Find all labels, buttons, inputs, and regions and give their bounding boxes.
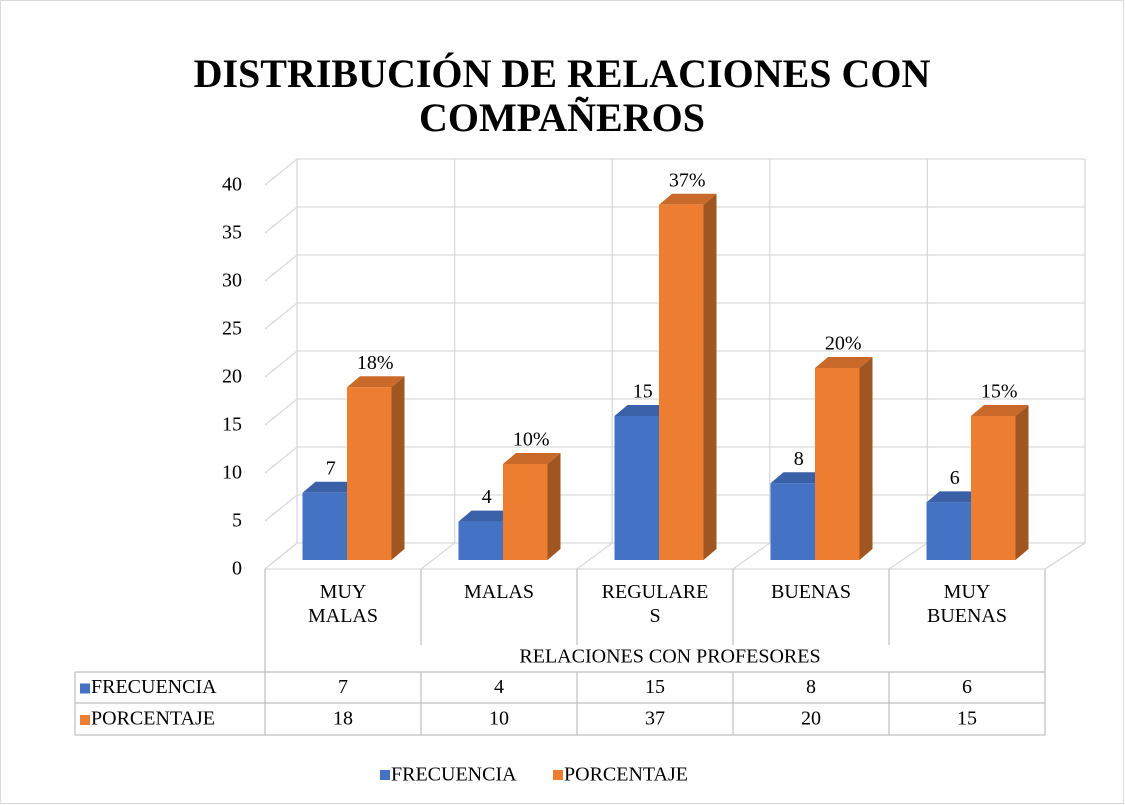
bar-top [770, 472, 828, 484]
bar-top [503, 453, 561, 464]
category-box: REGULARES [601, 581, 709, 627]
floor-line [576, 542, 613, 570]
bar [347, 387, 392, 560]
bar-side [391, 376, 405, 560]
bar [926, 502, 971, 560]
x-tick-label: MUY MALAS [307, 581, 378, 627]
table-cell: 7 [338, 676, 348, 698]
legend-label: PORCENTAJE [564, 764, 688, 786]
data-label: 18% [357, 352, 394, 374]
bar-side [1015, 405, 1029, 560]
x-tick-label: REGULARES [601, 581, 709, 627]
bar-top [302, 481, 360, 493]
bar-side [859, 357, 873, 560]
y-tick-label: 25 [222, 318, 242, 340]
data-label: 8 [794, 448, 804, 470]
legend-key [80, 683, 90, 694]
category-box: BUENAS [770, 581, 851, 603]
bar-top [347, 376, 405, 388]
data-label: 4 [482, 486, 492, 508]
table-series-name: PORCENTAJE [91, 708, 215, 730]
bar-top [815, 357, 873, 368]
y-tick-label: 40 [222, 174, 242, 196]
floor-line [264, 542, 298, 570]
chart-title: DISTRIBUCIÓN DE RELACIONES CON COMPAÑERO… [193, 52, 931, 140]
floor-right [1044, 542, 1086, 570]
legend-key [80, 715, 90, 725]
floor-line [732, 542, 771, 570]
data-label: 6 [950, 467, 960, 489]
table-cell: 4 [494, 676, 504, 698]
bar [770, 483, 815, 560]
y-tick-label: 10 [222, 462, 242, 484]
data-label: 10% [513, 429, 550, 451]
y-tick-label: 20 [222, 366, 242, 388]
title-box: DISTRIBUCIÓN DE RELACIONES CON COMPAÑERO… [193, 52, 931, 140]
bar [458, 521, 503, 560]
y-tick-label: 15 [222, 414, 242, 436]
category-box: MUY BUENAS [926, 581, 1007, 627]
category-box: MALAS [463, 581, 534, 603]
bar-side [547, 453, 561, 560]
bar-top [458, 510, 516, 522]
data-label: 20% [825, 333, 862, 355]
data-label: 15% [981, 381, 1018, 403]
legend-key [553, 770, 563, 780]
category-box: MUY MALAS [307, 581, 378, 627]
bar [614, 416, 659, 560]
y-tick-label: 35 [222, 222, 242, 244]
table-cell: 37 [645, 708, 665, 730]
bar [971, 416, 1016, 560]
table-cell: 20 [801, 708, 821, 730]
bar [815, 368, 860, 560]
y-tick-label: 5 [232, 510, 242, 532]
bar [302, 492, 347, 560]
bar [659, 204, 704, 561]
table-series-name: FRECUENCIA [91, 676, 217, 698]
table-cell: 10 [489, 708, 509, 730]
y-tick-label: 0 [232, 558, 242, 580]
floor-line [888, 542, 928, 570]
bar-top [659, 193, 717, 205]
bar [503, 464, 548, 560]
x-axis-title: RELACIONES CON PROFESORES [519, 646, 820, 668]
floor-line [420, 542, 455, 570]
table-cell: 18 [333, 708, 353, 730]
table-cell: 15 [957, 708, 977, 730]
x-tick-label: BUENAS [770, 581, 851, 603]
x-tick-label: MALAS [463, 581, 534, 603]
data-label: 37% [669, 169, 706, 191]
x-tick-label: MUY BUENAS [926, 581, 1007, 627]
bar-top [614, 405, 672, 416]
table-cell: 15 [645, 676, 665, 698]
legend-key [380, 770, 390, 780]
bar-top [971, 405, 1029, 416]
y-tick-label: 30 [222, 270, 242, 292]
table-cell: 6 [962, 676, 972, 698]
table-cell: 8 [806, 676, 816, 698]
bar-side [703, 193, 717, 561]
bar-top [926, 491, 984, 503]
data-label: 15 [633, 381, 653, 403]
data-label: 7 [326, 457, 336, 479]
legend-label: FRECUENCIA [391, 764, 517, 786]
